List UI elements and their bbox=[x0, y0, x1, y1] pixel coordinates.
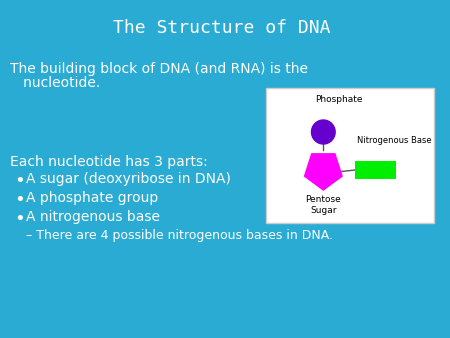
Text: •: • bbox=[14, 210, 25, 228]
Text: •: • bbox=[14, 172, 25, 190]
Text: A phosphate group: A phosphate group bbox=[26, 191, 158, 205]
Polygon shape bbox=[305, 154, 342, 190]
Text: Phosphate: Phosphate bbox=[315, 95, 363, 104]
Text: The building block of DNA (and RNA) is the: The building block of DNA (and RNA) is t… bbox=[10, 62, 308, 76]
Text: A sugar (deoxyribose in DNA): A sugar (deoxyribose in DNA) bbox=[26, 172, 230, 186]
Text: nucleotide.: nucleotide. bbox=[10, 76, 100, 90]
Circle shape bbox=[311, 120, 335, 144]
Text: – There are 4 possible nitrogenous bases in DNA.: – There are 4 possible nitrogenous bases… bbox=[26, 229, 333, 242]
Text: Pentose
Sugar: Pentose Sugar bbox=[306, 195, 341, 215]
FancyBboxPatch shape bbox=[355, 161, 396, 179]
Text: A nitrogenous base: A nitrogenous base bbox=[26, 210, 160, 224]
Text: Each nucleotide has 3 parts:: Each nucleotide has 3 parts: bbox=[10, 155, 207, 169]
FancyBboxPatch shape bbox=[266, 88, 434, 223]
Text: The Structure of DNA: The Structure of DNA bbox=[113, 19, 331, 37]
Text: Nitrogenous Base: Nitrogenous Base bbox=[357, 136, 432, 145]
Text: •: • bbox=[14, 191, 25, 209]
